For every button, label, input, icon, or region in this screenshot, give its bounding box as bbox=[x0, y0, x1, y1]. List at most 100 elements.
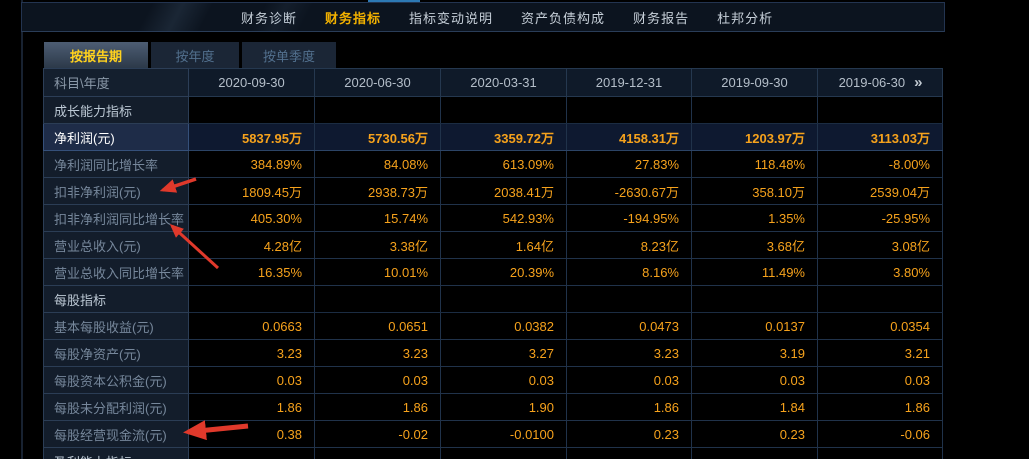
column-header-date: 2019-09-30 bbox=[691, 68, 818, 97]
row-label: 基本每股收益(元) bbox=[43, 312, 189, 340]
cell-value: 2938.73万 bbox=[314, 177, 441, 205]
subtab-2[interactable]: 按单季度 bbox=[242, 42, 336, 68]
cell-value: -0.06 bbox=[817, 420, 943, 448]
cell-value: 3.08亿 bbox=[817, 231, 943, 259]
cell-value: 1.90 bbox=[440, 393, 567, 421]
cell-value: 5730.56万 bbox=[314, 123, 441, 151]
row-label: 每股经营现金流(元) bbox=[43, 420, 189, 448]
column-header-date: 2020-09-30 bbox=[188, 68, 315, 97]
row-label: 每股净资产(元) bbox=[43, 339, 189, 367]
section-row: 每股指标 bbox=[43, 285, 943, 313]
table-corner-label: 科目\年度 bbox=[43, 68, 189, 97]
cell-value: 0.0473 bbox=[566, 312, 692, 340]
cell-value: 1.86 bbox=[566, 393, 692, 421]
cell-value: 3.23 bbox=[566, 339, 692, 367]
cell-value: 3.27 bbox=[440, 339, 567, 367]
cell-value: 405.30% bbox=[188, 204, 315, 232]
column-date-label: 2019-12-31 bbox=[595, 75, 663, 90]
more-columns-icon[interactable]: » bbox=[914, 74, 922, 91]
row-label: 盈利能力指标 bbox=[43, 447, 189, 459]
cell-value: 27.83% bbox=[566, 150, 692, 178]
cell-value: 0.03 bbox=[817, 366, 943, 394]
column-date-label: 2020-09-30 bbox=[218, 75, 285, 90]
cell-value: 0.0382 bbox=[440, 312, 567, 340]
cell-value: 3.68亿 bbox=[691, 231, 818, 259]
cell-value: 1203.97万 bbox=[691, 123, 818, 151]
table-row: 净利润(元) 5837.95万 5730.56万 3359.72万 4158.31万 12… bbox=[43, 123, 943, 151]
table-row: 每股经营现金流(元) 0.38 -0.02 -0.0100 0.23 0.23 -0.06 bbox=[43, 420, 943, 448]
cell-value: 3.23 bbox=[314, 339, 441, 367]
cell-value bbox=[817, 447, 943, 459]
cell-value bbox=[440, 96, 567, 124]
cell-value: 3.21 bbox=[817, 339, 943, 367]
cell-value: 384.89% bbox=[188, 150, 315, 178]
column-date-label: 2020-03-31 bbox=[470, 75, 537, 90]
cell-value bbox=[440, 447, 567, 459]
cell-value: 1.84 bbox=[691, 393, 818, 421]
cell-value: 0.23 bbox=[691, 420, 818, 448]
cell-value: 1.86 bbox=[314, 393, 441, 421]
row-label: 扣非净利润同比增长率 bbox=[43, 204, 189, 232]
top-navbar: 财务诊断 财务指标 指标变动说明 资产负债构成 财务报告 杜邦分析 bbox=[21, 2, 945, 32]
cell-value: 3.38亿 bbox=[314, 231, 441, 259]
section-row: 成长能力指标 bbox=[43, 96, 943, 124]
cell-value bbox=[314, 447, 441, 459]
cell-value: 11.49% bbox=[691, 258, 818, 286]
table-row: 营业总收入(元) 4.28亿 3.38亿 1.64亿 8.23亿 3.68亿 3.08亿 bbox=[43, 231, 943, 259]
cell-value bbox=[314, 96, 441, 124]
cell-value bbox=[440, 285, 567, 313]
table-row: 基本每股收益(元) 0.0663 0.0651 0.0382 0.0473 0.0137 0… bbox=[43, 312, 943, 340]
cell-value bbox=[817, 96, 943, 124]
cell-value: -25.95% bbox=[817, 204, 943, 232]
nav-tab-5[interactable]: 杜邦分析 bbox=[717, 10, 774, 26]
cell-value: 0.0354 bbox=[817, 312, 943, 340]
cell-value: -194.95% bbox=[566, 204, 692, 232]
cell-value: 0.0663 bbox=[188, 312, 315, 340]
column-date-label: 2019-06-30 bbox=[838, 75, 906, 90]
nav-tab-4[interactable]: 财务报告 bbox=[633, 10, 690, 26]
cell-value: 8.23亿 bbox=[566, 231, 692, 259]
cell-value: 0.03 bbox=[188, 366, 315, 394]
cell-value: 2038.41万 bbox=[440, 177, 567, 205]
row-label: 营业总收入(元) bbox=[43, 231, 189, 259]
cell-value bbox=[566, 285, 692, 313]
cell-value: 0.03 bbox=[440, 366, 567, 394]
subtab-0[interactable]: 按报告期 bbox=[44, 42, 148, 68]
row-label: 扣非净利润(元) bbox=[43, 177, 189, 205]
column-header-date: 2020-03-31 bbox=[440, 68, 567, 97]
row-label: 每股指标 bbox=[43, 285, 189, 313]
nav-tab-2[interactable]: 指标变动说明 bbox=[409, 10, 494, 26]
row-label: 每股未分配利润(元) bbox=[43, 393, 189, 421]
table-row: 每股未分配利润(元) 1.86 1.86 1.90 1.86 1.84 1.86 bbox=[43, 393, 943, 421]
nav-tab-3[interactable]: 资产负债构成 bbox=[521, 10, 606, 26]
cell-value bbox=[691, 447, 818, 459]
row-label: 净利润(元) bbox=[43, 123, 189, 151]
cell-value: 20.39% bbox=[440, 258, 567, 286]
cell-value: -2630.67万 bbox=[566, 177, 692, 205]
cell-value: 1.86 bbox=[817, 393, 943, 421]
cell-value: 4158.31万 bbox=[566, 123, 692, 151]
cell-value: 3.80% bbox=[817, 258, 943, 286]
cell-value: 2539.04万 bbox=[817, 177, 943, 205]
cell-value: 10.01% bbox=[314, 258, 441, 286]
nav-tab-1[interactable]: 财务指标 bbox=[325, 10, 382, 26]
subtab-1[interactable]: 按年度 bbox=[151, 42, 239, 68]
cell-value: 4.28亿 bbox=[188, 231, 315, 259]
cell-value: -0.02 bbox=[314, 420, 441, 448]
table-header-row: 科目\年度 2020-09-30 2020-06-30 2020-03-31 2019-… bbox=[43, 68, 943, 97]
cell-value: 1.64亿 bbox=[440, 231, 567, 259]
row-label: 成长能力指标 bbox=[43, 96, 189, 124]
cell-value: 0.03 bbox=[566, 366, 692, 394]
row-label: 净利润同比增长率 bbox=[43, 150, 189, 178]
table-row: 扣非净利润同比增长率 405.30% 15.74% 542.93% -194.95% 1.… bbox=[43, 204, 943, 232]
cell-value: 8.16% bbox=[566, 258, 692, 286]
cell-value: 16.35% bbox=[188, 258, 315, 286]
cell-value: 3113.03万 bbox=[817, 123, 943, 151]
nav-tab-0[interactable]: 财务诊断 bbox=[241, 10, 298, 26]
cell-value: 0.38 bbox=[188, 420, 315, 448]
column-header-date: 2020-06-30 bbox=[314, 68, 441, 97]
section-row: 盈利能力指标 bbox=[43, 447, 943, 459]
cell-value: 0.03 bbox=[314, 366, 441, 394]
column-date-label: 2020-06-30 bbox=[344, 75, 411, 90]
column-header-date: 2019-12-31 bbox=[566, 68, 692, 97]
